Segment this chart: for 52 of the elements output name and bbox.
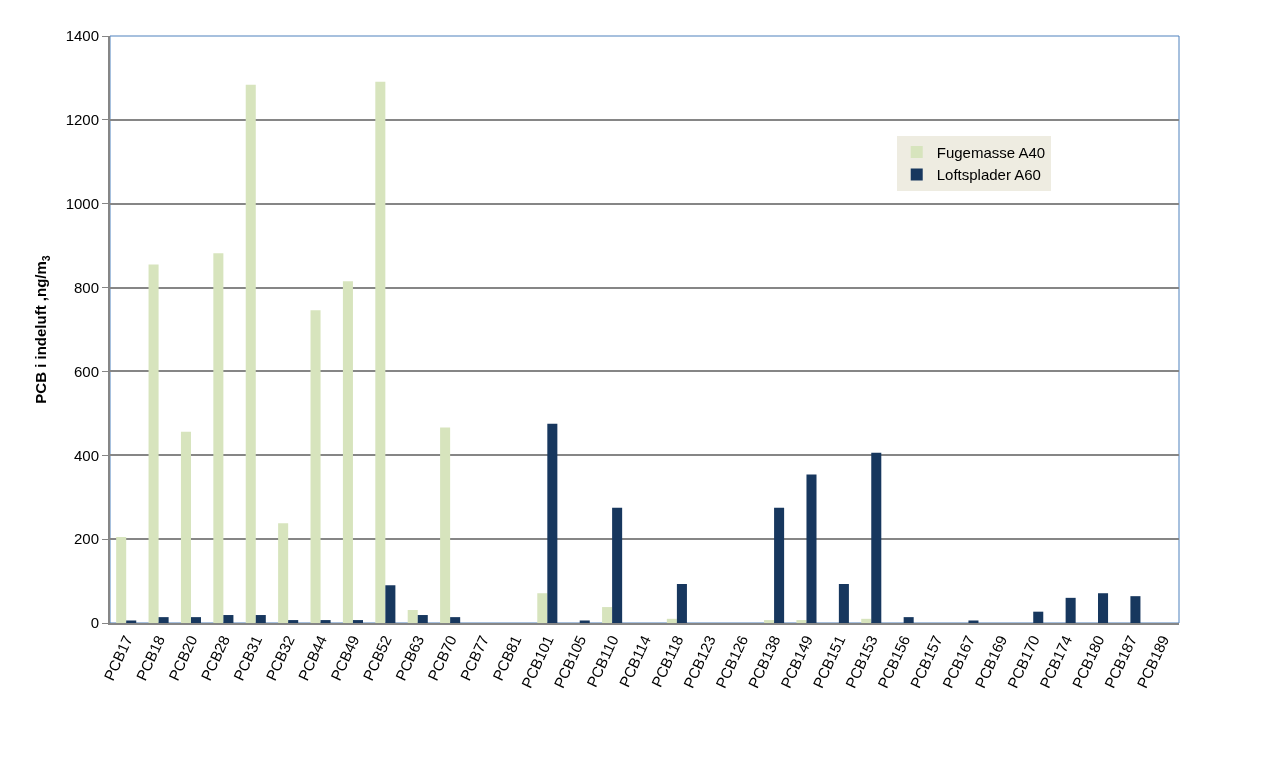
y-tick-label: 0 [90,614,99,632]
bar [288,620,299,623]
bar [255,615,266,623]
bar [579,620,590,623]
bar [666,618,677,623]
bar [116,537,127,623]
y-tick-label: 400 [73,446,99,464]
bar [1130,596,1141,623]
bar [1065,597,1076,623]
y-tick-label: 600 [73,362,99,380]
bar [806,474,817,623]
y-tick-label: 1000 [65,194,99,212]
bar [796,620,807,623]
bar [774,507,785,623]
y-tick-label: 200 [73,530,99,548]
y-tick-label: 1400 [65,27,99,45]
bar [126,620,137,623]
bar [440,427,451,623]
bar [547,423,558,623]
legend-label: Loftsplader A60 [936,166,1041,184]
bar [838,584,849,623]
bar [342,281,353,623]
bar [180,431,191,623]
bar [764,620,775,623]
y-tick-label: 1200 [65,111,99,129]
bar [148,264,159,623]
bar [1098,593,1109,623]
legend-label: Fugemasse A40 [936,143,1046,161]
bar [320,620,331,623]
y-tick-label: 800 [73,278,99,296]
bar [1033,611,1044,623]
bar [245,84,256,623]
bar [612,507,623,623]
bar [352,620,363,623]
bar [213,253,224,623]
bar [871,452,882,623]
bar [537,593,548,623]
bar [450,617,461,623]
bar [602,607,613,623]
bar [158,617,169,623]
bar [375,81,386,623]
bar [968,620,979,623]
bar [223,615,234,623]
bar [278,523,289,623]
bar [385,585,396,623]
bar [417,615,428,623]
bar [903,617,914,623]
bar [407,610,418,623]
bar [676,584,687,623]
bar [310,310,321,623]
bar [190,617,202,623]
bar [861,618,872,623]
